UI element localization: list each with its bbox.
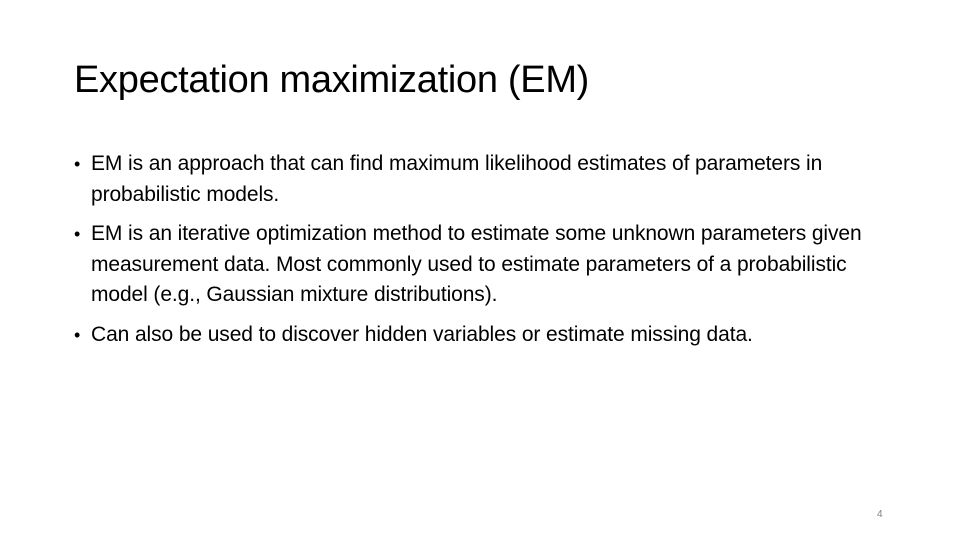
bullet-item: • EM is an iterative optimization method… bbox=[74, 219, 894, 311]
slide-title: Expectation maximization (EM) bbox=[74, 59, 590, 101]
bullet-marker: • bbox=[74, 154, 81, 174]
page-number: 4 bbox=[877, 509, 883, 520]
bullet-list: • EM is an approach that can find maximu… bbox=[74, 149, 894, 359]
bullet-item: • Can also be used to discover hidden va… bbox=[74, 320, 894, 351]
bullet-marker: • bbox=[74, 324, 81, 345]
bullet-text: EM is an iterative optimization method t… bbox=[91, 222, 862, 306]
bullet-text: Can also be used to discover hidden vari… bbox=[91, 322, 753, 346]
bullet-text: EM is an approach that can find maximum … bbox=[91, 152, 823, 206]
bullet-marker: • bbox=[74, 224, 81, 244]
bullet-item: • EM is an approach that can find maximu… bbox=[74, 149, 894, 210]
